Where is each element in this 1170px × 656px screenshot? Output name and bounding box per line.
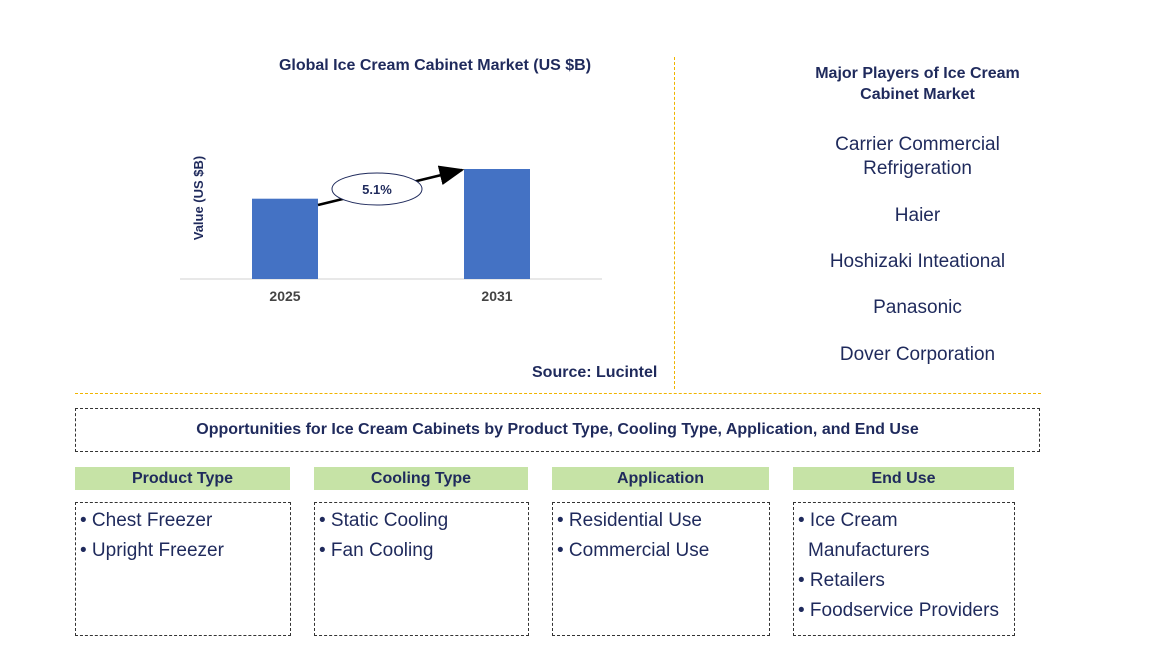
player-item: Haier <box>800 204 1035 228</box>
cooling-type-header: Cooling Type <box>314 467 528 490</box>
product-type-list: • Chest Freezer • Upright Freezer <box>75 502 291 636</box>
bar-2025 <box>252 198 318 279</box>
source-label: Source: Lucintel <box>532 364 658 381</box>
players-title: Major Players of Ice Cream Cabinet Marke… <box>790 63 1045 105</box>
opportunities-title: Opportunities for Ice Cream Cabinets by … <box>196 421 919 438</box>
player-name-cont: Refrigeration <box>863 158 972 179</box>
player-name: Panasonic <box>873 297 962 318</box>
player-item: Carrier Commercial Refrigeration <box>800 133 1035 181</box>
list-item: • Foodservice Providers <box>798 600 999 621</box>
list-item: • Ice Cream <box>798 510 898 531</box>
horizontal-divider <box>75 393 1041 394</box>
player-name: Haier <box>894 205 941 226</box>
cagr-ellipse <box>331 172 423 206</box>
bar-chart: Value (US $B) 2025 2031 5.1% <box>180 156 602 304</box>
bar-2031 <box>464 169 530 279</box>
list-item: • Fan Cooling <box>319 540 434 561</box>
player-item: Hoshizaki Inteational <box>800 250 1035 274</box>
y-axis-label: Value (US $B) <box>191 156 206 241</box>
player-item: Panasonic <box>800 296 1035 320</box>
application-header: Application <box>552 467 769 490</box>
player-name: Hoshizaki Inteational <box>829 251 1006 272</box>
player-name: Carrier Commercial <box>835 134 1000 155</box>
chart-title: Global Ice Cream Cabinet Market (US $B) <box>278 57 592 74</box>
end-use-header: End Use <box>793 467 1014 490</box>
end-use-list: • Ice Cream Manufacturers • Retailers • … <box>793 502 1015 636</box>
list-item: • Residential Use <box>557 510 702 531</box>
vertical-divider <box>674 57 675 389</box>
cagr-label: 5.1% <box>362 182 392 197</box>
opportunities-title-box: Opportunities for Ice Cream Cabinets by … <box>75 408 1040 452</box>
product-type-header: Product Type <box>75 467 290 490</box>
player-name: Dover Corporation <box>839 344 996 365</box>
players-title-line1: Major Players of Ice Cream <box>815 65 1020 82</box>
list-item: • Retailers <box>798 570 885 591</box>
player-item: Dover Corporation <box>800 343 1035 367</box>
list-item: • Commercial Use <box>557 540 710 561</box>
application-list: • Residential Use • Commercial Use <box>552 502 770 636</box>
list-item: • Upright Freezer <box>80 540 224 561</box>
list-item: • Chest Freezer <box>80 510 213 531</box>
players-title-line2: Cabinet Market <box>860 86 975 103</box>
x-tick-label: 2031 <box>481 288 512 304</box>
x-tick-label: 2025 <box>269 288 300 304</box>
cooling-type-list: • Static Cooling • Fan Cooling <box>314 502 529 636</box>
list-item: Manufacturers <box>808 540 930 561</box>
list-item: • Static Cooling <box>319 510 449 531</box>
